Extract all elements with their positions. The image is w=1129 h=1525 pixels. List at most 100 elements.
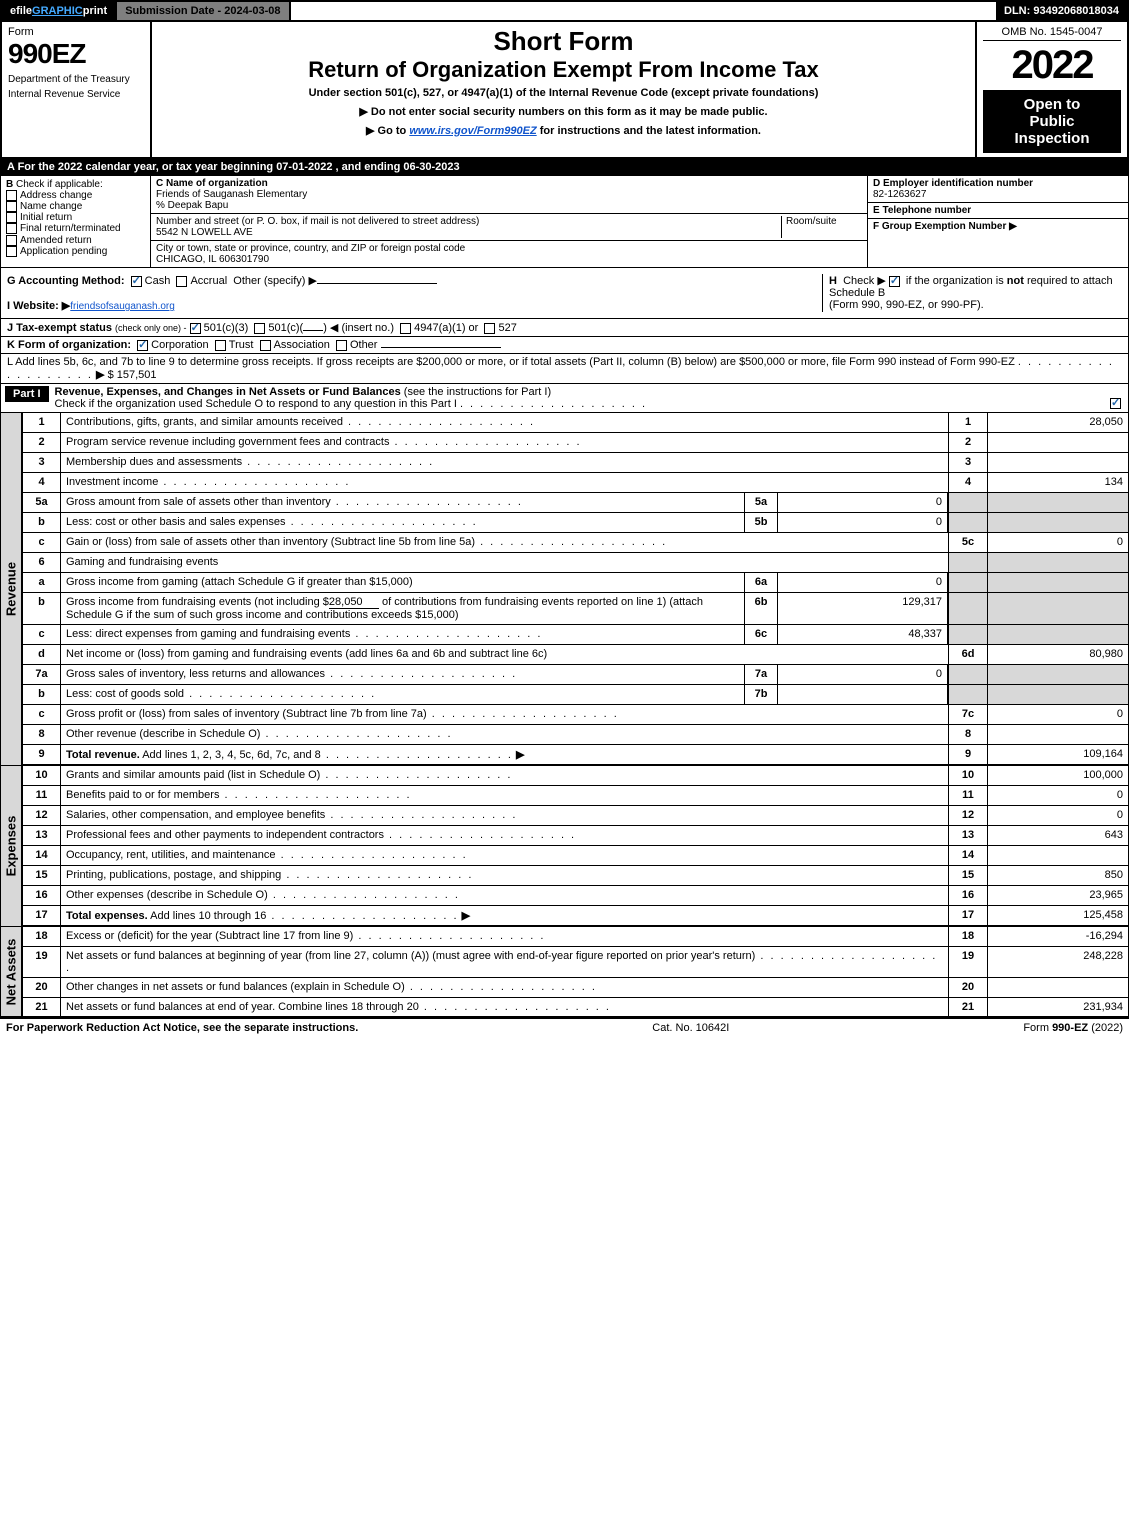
c-city-cell: City or town, state or province, country… <box>151 241 867 267</box>
line-16: 16Other expenses (describe in Schedule O… <box>22 886 1129 906</box>
submission-date: Submission Date - 2024-03-08 <box>117 2 290 20</box>
ln4-desc: Investment income <box>61 473 948 492</box>
chk-501c[interactable] <box>254 323 265 334</box>
chk-h[interactable] <box>889 276 900 287</box>
ln20-rv <box>988 978 1128 997</box>
ln6c-rn <box>948 625 988 644</box>
ln6b-rn <box>948 593 988 624</box>
dln: DLN: 93492068018034 <box>996 2 1127 20</box>
page-footer: For Paperwork Reduction Act Notice, see … <box>0 1018 1129 1037</box>
ln6b-num: b <box>23 593 61 624</box>
efile-cell: efile GRAPHIC print <box>2 2 117 20</box>
ln6c-mn: 6c <box>744 625 778 644</box>
ln10-num: 10 <box>23 766 61 785</box>
opt-name-change: Name change <box>20 201 82 212</box>
g-accrual: Accrual <box>190 275 227 287</box>
line-11: 11Benefits paid to or for members110 <box>22 786 1129 806</box>
ln10-rv: 100,000 <box>988 766 1128 785</box>
ln6c-mv: 48,337 <box>778 625 948 644</box>
col-c: C Name of organization Friends of Saugan… <box>151 176 868 267</box>
chk-527[interactable] <box>484 323 495 334</box>
ln14-rn: 14 <box>948 846 988 865</box>
ln15-desc: Printing, publications, postage, and shi… <box>61 866 948 885</box>
chk-501c3[interactable] <box>190 323 201 334</box>
website-link[interactable]: friendsofsauganash.org <box>70 301 175 312</box>
e-cell: E Telephone number <box>868 203 1128 219</box>
chk-assoc[interactable] <box>260 340 271 351</box>
chk-amended-return[interactable] <box>6 235 17 246</box>
line-7a: 7aGross sales of inventory, less returns… <box>22 665 1129 685</box>
ln10-desc: Grants and similar amounts paid (list in… <box>61 766 948 785</box>
dept-treasury: Department of the Treasury <box>8 74 144 85</box>
opt-application-pending: Application pending <box>20 246 107 257</box>
ln6b-mn: 6b <box>744 593 778 624</box>
chk-name-change[interactable] <box>6 201 17 212</box>
chk-initial-return[interactable] <box>6 212 17 223</box>
ln5b-num: b <box>23 513 61 532</box>
ln6-rv <box>988 553 1128 572</box>
revenue-lines: 1Contributions, gifts, grants, and simil… <box>22 413 1129 766</box>
ln10-rn: 10 <box>948 766 988 785</box>
row-j: J Tax-exempt status (check only one) - 5… <box>0 319 1129 337</box>
chk-corp[interactable] <box>137 340 148 351</box>
ln16-rn: 16 <box>948 886 988 905</box>
ln15-rn: 15 <box>948 866 988 885</box>
ln12-desc: Salaries, other compensation, and employ… <box>61 806 948 825</box>
ln6a-mv: 0 <box>778 573 948 592</box>
chk-schedule-o[interactable] <box>1110 398 1121 409</box>
line-5b: bLess: cost or other basis and sales exp… <box>22 513 1129 533</box>
footer-right: Form 990-EZ (2022) <box>1023 1022 1123 1034</box>
row-l: L Add lines 5b, 6c, and 7b to line 9 to … <box>0 354 1129 384</box>
irs-link[interactable]: www.irs.gov/Form990EZ <box>409 125 536 137</box>
open-2: Public <box>987 113 1117 130</box>
k-other-blank <box>381 347 501 348</box>
f-label: F Group Exemption Number <box>873 221 1006 232</box>
efile-graphic-link[interactable]: GRAPHIC <box>32 5 83 17</box>
chk-accrual[interactable] <box>176 276 187 287</box>
f-arrow: ▶ <box>1009 221 1017 232</box>
h-t2: if the organization is <box>906 275 1007 287</box>
chk-address-change[interactable] <box>6 190 17 201</box>
ln12-rv: 0 <box>988 806 1128 825</box>
ln1-num: 1 <box>23 413 61 432</box>
chk-final-return[interactable] <box>6 223 17 234</box>
ln20-num: 20 <box>23 978 61 997</box>
chk-application-pending[interactable] <box>6 246 17 257</box>
ln21-num: 21 <box>23 998 61 1016</box>
ln6b-rv <box>988 593 1128 624</box>
open-3: Inspection <box>987 130 1117 147</box>
ln4-rn: 4 <box>948 473 988 492</box>
g-cash: Cash <box>145 275 171 287</box>
footer-right-post: (2022) <box>1088 1022 1123 1034</box>
j-insert: ) ◀ (insert no.) <box>323 322 394 334</box>
ln18-num: 18 <box>23 927 61 946</box>
omb-number: OMB No. 1545-0047 <box>983 26 1121 41</box>
ln6a-mn: 6a <box>744 573 778 592</box>
chk-trust[interactable] <box>215 340 226 351</box>
ln6d-rn: 6d <box>948 645 988 664</box>
form-header: Form 990EZ Department of the Treasury In… <box>0 22 1129 159</box>
row-k: K Form of organization: Corporation Trus… <box>0 337 1129 354</box>
ln11-rn: 11 <box>948 786 988 805</box>
j-insert-blank <box>303 330 323 331</box>
line-3: 3Membership dues and assessments3 <box>22 453 1129 473</box>
city-value: CHICAGO, IL 606301790 <box>156 254 269 265</box>
ln9-arrow: ▶ <box>516 749 524 761</box>
line-7c: cGross profit or (loss) from sales of in… <box>22 705 1129 725</box>
ln17-arrow: ▶ <box>462 910 470 922</box>
chk-cash[interactable] <box>131 276 142 287</box>
line-15: 15Printing, publications, postage, and s… <box>22 866 1129 886</box>
chk-4947[interactable] <box>400 323 411 334</box>
ln1-rv: 28,050 <box>988 413 1128 432</box>
footer-left: For Paperwork Reduction Act Notice, see … <box>6 1022 358 1034</box>
line-6: 6Gaming and fundraising events <box>22 553 1129 573</box>
ln7a-mv: 0 <box>778 665 948 684</box>
line-6c: cLess: direct expenses from gaming and f… <box>22 625 1129 645</box>
h-not: not <box>1007 275 1024 287</box>
chk-other-org[interactable] <box>336 340 347 351</box>
j-label: J Tax-exempt status <box>7 322 112 334</box>
ln9-num: 9 <box>23 745 61 764</box>
ln4-num: 4 <box>23 473 61 492</box>
ln4-rv: 134 <box>988 473 1128 492</box>
street-label: Number and street (or P. O. box, if mail… <box>156 216 479 227</box>
